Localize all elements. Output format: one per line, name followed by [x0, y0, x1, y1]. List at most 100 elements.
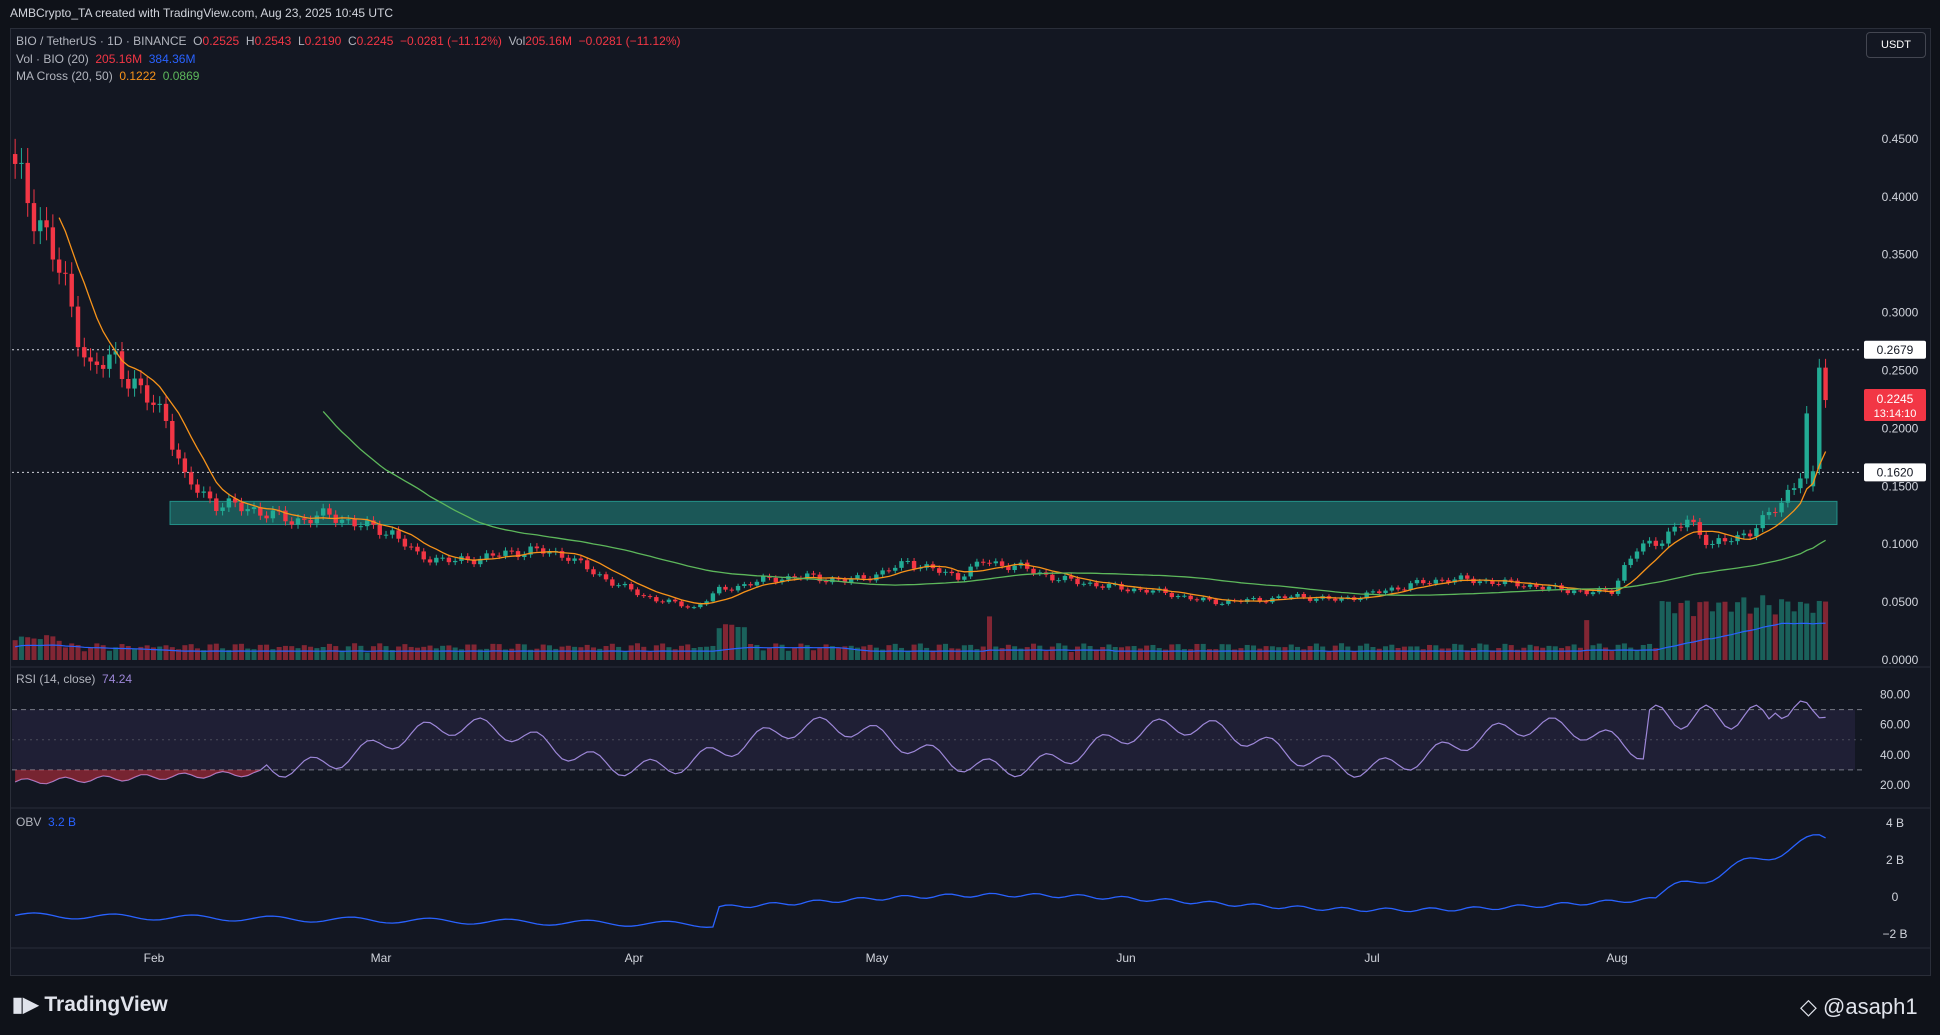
- ma-cross-legend[interactable]: MA Cross (20, 50) 0.1222 0.0869: [16, 69, 199, 83]
- candle-body: [886, 570, 892, 572]
- candle-body: [1075, 578, 1080, 585]
- time-tick-label: Feb: [144, 951, 165, 965]
- candle-body: [584, 560, 590, 570]
- volume-bar: [1420, 649, 1426, 660]
- volume-bar: [1697, 602, 1703, 660]
- candle-body: [503, 550, 508, 556]
- volume-bar: [1364, 643, 1370, 660]
- volume-bar: [999, 648, 1005, 660]
- rsi-name: RSI (14, close): [16, 672, 96, 686]
- volume-bar: [1515, 649, 1521, 660]
- candle-body: [735, 585, 741, 591]
- candle-body: [132, 378, 137, 389]
- volume-bar: [1389, 644, 1395, 660]
- candle-body: [911, 560, 917, 569]
- volume-bar: [389, 649, 395, 660]
- candle-body: [893, 567, 898, 571]
- volume-bar: [12, 640, 18, 660]
- candle-body: [572, 558, 577, 561]
- candle-body: [126, 378, 131, 389]
- volume-bar: [1615, 644, 1621, 660]
- volume-bar: [1640, 644, 1646, 660]
- volume-bar: [226, 649, 232, 660]
- candle-body: [1791, 488, 1797, 490]
- candle-body: [1647, 540, 1652, 544]
- volume-bar: [56, 640, 62, 660]
- volume-bar: [125, 646, 131, 660]
- volume-bar: [792, 647, 798, 660]
- volume-bar: [1678, 602, 1684, 660]
- volume-bar: [1590, 645, 1596, 660]
- currency-button[interactable]: USDT: [1866, 32, 1926, 58]
- volume-bar: [1200, 643, 1206, 660]
- candle-body: [1370, 591, 1376, 593]
- candle-body: [50, 227, 56, 260]
- candle-body: [113, 351, 118, 355]
- candle-body: [446, 557, 452, 563]
- rsi-legend[interactable]: RSI (14, close) 74.24: [16, 672, 132, 686]
- candle-body: [1817, 367, 1822, 469]
- volume-bar: [1810, 612, 1816, 660]
- candle-body: [773, 577, 778, 583]
- volume-bar: [383, 646, 389, 660]
- price-tick-label: 0.2500: [1882, 364, 1919, 378]
- volume-bar: [458, 649, 464, 660]
- volume-bar: [414, 647, 420, 660]
- candle-body: [1251, 597, 1256, 600]
- candle-body: [302, 518, 307, 520]
- candle-body: [295, 518, 301, 525]
- obv-legend[interactable]: OBV 3.2 B: [16, 815, 76, 829]
- price-tick-label: 0.3000: [1882, 306, 1919, 320]
- volume-bar: [911, 644, 917, 660]
- volume-bar: [364, 652, 370, 660]
- candle-body: [1182, 595, 1187, 597]
- candle-body: [1081, 583, 1086, 585]
- candle-body: [1421, 580, 1426, 584]
- candle-body: [427, 559, 433, 563]
- tradingview-logo: ▮▶ TradingView: [12, 992, 168, 1017]
- candle-body: [1395, 587, 1401, 590]
- candle-body: [616, 585, 621, 587]
- candle-body: [805, 573, 810, 579]
- volume-bar: [352, 643, 358, 660]
- candle-body: [1175, 595, 1181, 598]
- volume-bar: [1496, 648, 1502, 660]
- volume-bar: [333, 646, 339, 660]
- volume-bar: [936, 644, 942, 660]
- candle-body: [1427, 583, 1432, 585]
- volume-bar: [100, 645, 106, 660]
- candle-body: [937, 568, 942, 573]
- volume-bar: [1276, 647, 1282, 660]
- volume-bar: [1665, 601, 1671, 660]
- volume-bar: [201, 650, 207, 660]
- volume-bar: [1106, 644, 1112, 660]
- candle-body: [1012, 565, 1017, 571]
- volume-bar: [1508, 645, 1514, 660]
- volume-legend[interactable]: Vol · BIO (20) 205.16M 384.36M: [16, 52, 195, 66]
- volume-bar: [1471, 648, 1477, 660]
- price-tick-label: 0.4000: [1882, 190, 1919, 204]
- countdown-label: 13:14:10: [1874, 408, 1917, 420]
- candle-body: [1678, 526, 1684, 528]
- volume-bar: [106, 650, 112, 660]
- volume-bar: [1219, 644, 1225, 660]
- volume-bar: [163, 645, 169, 660]
- volume-bar: [37, 639, 43, 660]
- volume-bar: [1251, 645, 1257, 660]
- volume-bar: [94, 643, 100, 660]
- volume-bar: [1540, 647, 1546, 660]
- candle-body: [1289, 596, 1294, 599]
- chart-credit: AMBCrypto_TA created with TradingView.co…: [10, 6, 394, 20]
- volume-bar: [427, 645, 433, 660]
- volume-bar: [647, 651, 653, 660]
- volume-bar: [295, 648, 301, 660]
- volume-bar: [194, 648, 200, 660]
- candle-body: [880, 570, 885, 575]
- volume-bar: [270, 649, 276, 660]
- candle-body: [647, 596, 653, 598]
- symbol-name[interactable]: BIO / TetherUS · 1D · BINANCE: [16, 34, 187, 48]
- volume-bar: [867, 644, 873, 660]
- candle-body: [1150, 590, 1156, 593]
- candle-body: [390, 530, 395, 535]
